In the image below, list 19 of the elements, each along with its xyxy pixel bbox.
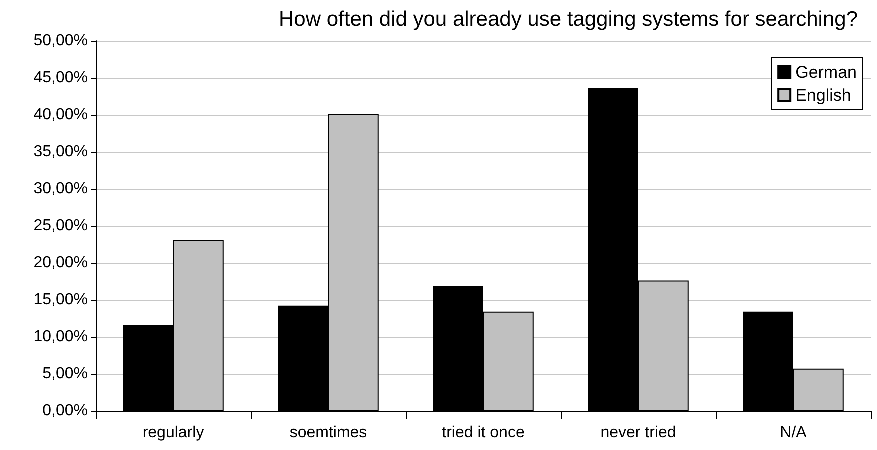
x-tick-label: N/A [780,424,808,442]
y-tick-label: 30,00% [34,180,88,198]
y-tick-label: 25,00% [34,218,88,234]
y-tick-label: 5,00% [42,366,88,382]
x-tick-label: soemtimes [290,424,368,442]
y-tick-label: 15,00% [34,292,88,308]
y-tick-label: 10,00% [34,328,88,346]
x-tick-label: never tried [600,424,676,442]
y-tick-label: 50,00% [34,32,88,50]
y-tick-label: 45,00% [34,70,88,86]
y-tick-label: 35,00% [34,144,88,160]
legend-label: English [796,86,852,105]
y-tick-label: 20,00% [34,254,88,272]
y-tick-label: 0,00% [42,402,88,420]
chart-title: How often did you already use tagging systems for searching? [279,8,858,31]
legend-label: German [796,63,858,82]
x-tick-label: regularly [142,424,204,442]
x-tick-label: tried it once [442,424,525,442]
y-tick-label: 40,00% [34,106,88,124]
